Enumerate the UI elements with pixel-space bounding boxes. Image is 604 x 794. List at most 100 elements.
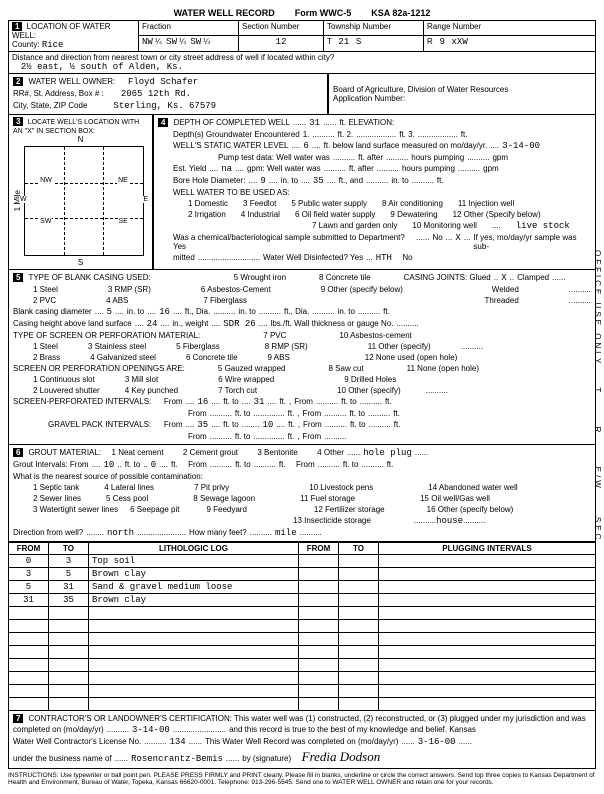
north-label: N <box>13 135 148 144</box>
git: 0 <box>151 460 156 470</box>
co5: 5 Cess pool <box>106 494 148 503</box>
table-row <box>299 685 339 698</box>
lic-l: Water Well Contractor's License No. <box>13 737 141 746</box>
s10: 10 Asbestos-cement <box>339 331 411 340</box>
tl2: ft. to <box>341 397 357 406</box>
hin: in., weight <box>172 319 208 328</box>
o11: 11 None (open hole) <box>407 364 479 373</box>
table-row <box>339 620 379 633</box>
lh3: LITHOLOGIC LOG <box>89 543 299 555</box>
s1: 1 Steel <box>33 342 58 351</box>
rw: xXW <box>452 37 468 47</box>
pump-label: Pump test data: Well water was <box>218 153 330 162</box>
table-row <box>339 568 379 581</box>
dir-l: Direction from well? <box>13 528 83 537</box>
gfl3: From <box>188 432 207 441</box>
c5: 5 Wrought iron <box>234 273 286 282</box>
co1: 1 Septic tank <box>33 483 79 492</box>
u10: 10 Monitoring well <box>412 221 476 230</box>
open-l: SCREEN OR PERFORATION OPENINGS ARE: <box>13 364 185 373</box>
gif3: From <box>296 460 315 469</box>
co10: 10 Livestock pens <box>309 483 373 492</box>
s9: 9 ABS <box>268 353 290 362</box>
o10: 10 Other (specify) <box>337 386 401 395</box>
e: E <box>142 196 149 203</box>
table-row <box>89 685 299 698</box>
pump-suffix: ft. after <box>358 153 383 162</box>
table-row <box>9 620 49 633</box>
table-row: 5 <box>9 581 49 594</box>
gtl3: ft. to <box>235 432 251 441</box>
perf-l: SCREEN-PERFORATED INTERVALS: <box>13 397 151 406</box>
form-number: Form WWC-5 <box>295 8 352 18</box>
owner-address: 2065 12th Rd. <box>121 89 191 99</box>
fl4: From <box>303 409 322 418</box>
table-row <box>299 594 339 607</box>
s7: 7 PVC <box>263 331 286 340</box>
table-row: Brown clay <box>89 568 299 581</box>
table-row <box>9 698 49 711</box>
sw: SW <box>39 218 52 225</box>
lh5: TO <box>339 543 379 555</box>
blank-d: Blank casing diameter <box>13 307 92 316</box>
table-row <box>299 607 339 620</box>
signature: Fredia Dodson <box>302 749 381 765</box>
table-row <box>89 607 299 620</box>
date2: 3-16-00 <box>418 737 456 747</box>
o1: 1 Continuous slot <box>33 375 95 384</box>
no1: No <box>432 233 442 242</box>
table-row: 0 <box>9 555 49 568</box>
table-row <box>49 659 89 672</box>
gfl: From <box>164 420 183 429</box>
fraction-label: Fraction <box>142 22 171 31</box>
gitl3: ft. to <box>343 460 359 469</box>
static-label: WELL'S STATIC WATER LEVEL <box>173 141 288 150</box>
lithologic-log-table: FROM TO LITHOLOGIC LOG FROM TO PLUGGING … <box>8 542 596 711</box>
township-value: 21 <box>338 37 349 47</box>
ft2: ft. <box>385 397 392 406</box>
hours1: hours pumping <box>411 153 464 162</box>
township-label: Township Number <box>327 22 391 31</box>
table-row <box>9 672 49 685</box>
o2: 2 Louvered shutter <box>33 386 100 395</box>
s2: 2 Brass <box>33 353 60 362</box>
co8: 8 Sewage lagoon <box>193 494 255 503</box>
bdft: ft., Dia. <box>185 307 210 316</box>
bore4: ft. <box>437 176 444 185</box>
table-row <box>339 698 379 711</box>
static-value: 6 <box>303 141 308 151</box>
table-row <box>49 633 89 646</box>
f3q: ¼ <box>203 37 210 46</box>
side-t: T <box>593 387 602 395</box>
fl3: From <box>188 409 207 418</box>
distance-label: Distance and direction from nearest town… <box>12 53 334 62</box>
co14: 14 Abandoned water well <box>428 483 517 492</box>
table-row <box>299 646 339 659</box>
co12: 12 Fertilizer storage <box>314 505 385 514</box>
table-row <box>49 685 89 698</box>
side-office: OFFICE USE ONLY <box>593 250 602 366</box>
table-row <box>89 646 299 659</box>
gpm2: gpm: Well water was <box>247 164 321 173</box>
na: na <box>221 164 232 174</box>
se: SE <box>118 218 129 225</box>
gif: 10 <box>103 460 114 470</box>
screen-l: TYPE OF SCREEN OR PERFORATION MATERIAL: <box>13 331 200 340</box>
co11: 11 Fuel storage <box>300 494 355 503</box>
co16: 16 Other (specify below) <box>427 505 514 514</box>
cert-suf: and this record is true to the best of m… <box>229 725 476 734</box>
side-ew: E/W <box>593 467 602 491</box>
bdin2: in. to <box>238 307 255 316</box>
g3: ft. 3. <box>399 130 415 139</box>
gif2: From <box>188 460 207 469</box>
static-date: 3-14-00 <box>502 141 540 151</box>
form-title-row: WATER WELL RECORD Form WWC-5 KSA 82a-121… <box>8 8 596 18</box>
fl1: From <box>164 397 183 406</box>
ft4: ft. <box>393 409 400 418</box>
u6: 6 Oil field water supply <box>295 210 375 219</box>
ts: S <box>356 37 361 46</box>
table-row <box>379 646 596 659</box>
table-row <box>49 607 89 620</box>
section4-block: 4 DEPTH OF COMPLETED WELL......31......f… <box>153 114 596 270</box>
gft: ft. <box>288 420 295 429</box>
